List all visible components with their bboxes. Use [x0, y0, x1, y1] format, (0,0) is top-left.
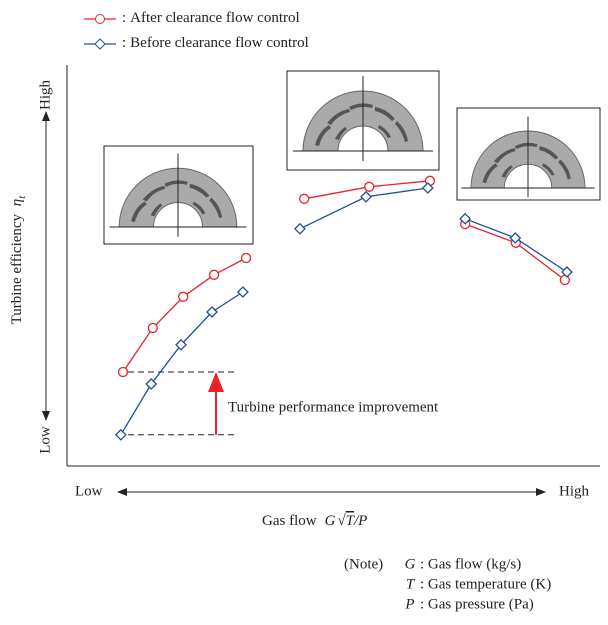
- inset-3: [456, 107, 601, 201]
- y-label: Turbine efficiency ηt: [9, 195, 27, 325]
- y-low: Low: [37, 426, 53, 454]
- annotation: Turbine performance improvement: [228, 399, 439, 415]
- data-point: [360, 190, 372, 203]
- data-point: [208, 269, 220, 280]
- note-text: : Gas temperature (K): [420, 576, 551, 592]
- x-label: Gas flow G √T/P: [262, 513, 367, 529]
- note-symbol: T: [406, 576, 416, 592]
- legend-label: After clearance flow control: [130, 10, 300, 26]
- legend-entry: : Before clearance flow control: [122, 35, 309, 51]
- legend-marker: [95, 14, 105, 24]
- data-point: [206, 306, 218, 318]
- legend-marker: [94, 38, 106, 50]
- data-point: [561, 266, 573, 278]
- note-symbol: G: [405, 556, 416, 572]
- legend-separator: :: [122, 35, 126, 51]
- note: (Note) G: Gas flow (kg/s)T: Gas temperat…: [344, 556, 551, 612]
- data-point: [175, 338, 187, 351]
- data-point: [240, 252, 252, 264]
- data-point: [421, 182, 434, 194]
- legend-entry: : After clearance flow control: [122, 10, 300, 26]
- data-point: [364, 181, 375, 192]
- note-text: : Gas flow (kg/s): [420, 556, 521, 572]
- data-point: [178, 291, 189, 302]
- note-title: (Note): [344, 556, 383, 572]
- note-symbol: P: [404, 596, 414, 612]
- data-point: [114, 428, 127, 441]
- data-point: [117, 366, 129, 378]
- x-low: Low: [75, 483, 103, 499]
- y-high: High: [37, 80, 53, 111]
- data-point: [459, 212, 472, 225]
- legend-separator: :: [122, 10, 126, 26]
- data-point: [145, 378, 158, 390]
- inset-2: [286, 70, 440, 171]
- data-point: [294, 222, 306, 235]
- note-text: : Gas pressure (Pa): [420, 596, 534, 612]
- inset-1: [103, 145, 254, 245]
- legend-label: Before clearance flow control: [130, 35, 309, 51]
- data-point: [236, 286, 249, 298]
- data-point: [147, 322, 158, 334]
- data-point: [509, 232, 522, 244]
- x-high: High: [559, 483, 590, 499]
- data-point: [299, 193, 310, 204]
